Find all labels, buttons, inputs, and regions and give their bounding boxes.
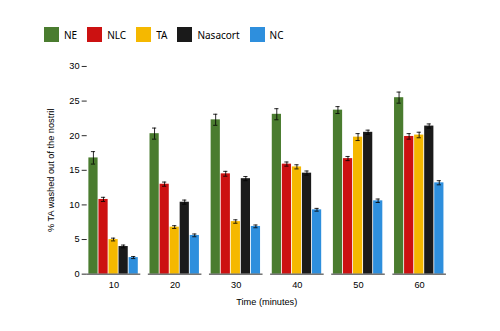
svg-text:5: 5 [74,234,79,244]
svg-text:50: 50 [353,280,363,290]
svg-text:0: 0 [74,269,79,279]
svg-text:15: 15 [69,165,79,175]
svg-text:20: 20 [170,280,180,290]
html-text:Nasacort: Nasacort [197,27,240,42]
svg-text:20: 20 [69,131,79,141]
html-text:NE: NE [64,27,78,42]
svg-text:10: 10 [109,280,119,290]
html-text:TA: TA [156,27,168,42]
html-text:NLC: NLC [107,27,127,42]
svg-text:% TA washed out of the nostril: % TA washed out of the nostril [46,109,56,232]
svg-text:Time (minutes): Time (minutes) [236,297,297,307]
svg-text:10: 10 [69,200,79,210]
svg-text:30: 30 [69,61,79,71]
svg-text:60: 60 [414,280,424,290]
svg-text:40: 40 [292,280,302,290]
svg-text:25: 25 [69,96,79,106]
html-text:NC: NC [269,27,284,42]
svg-text:30: 30 [231,280,241,290]
